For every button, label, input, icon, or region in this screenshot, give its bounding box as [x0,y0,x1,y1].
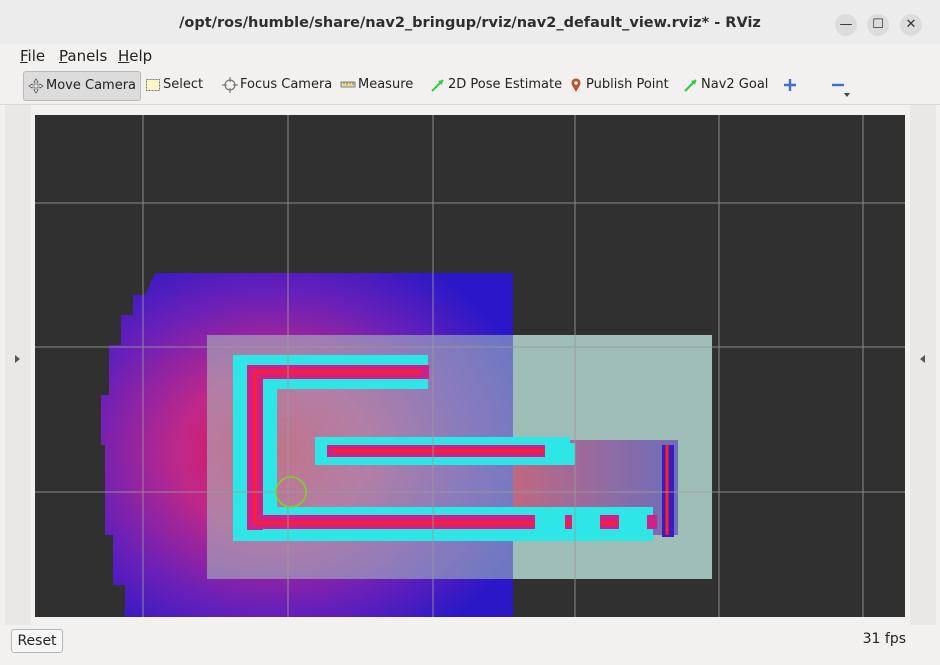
toolbar: Move Camera Select Focus Camera Measure … [0,68,940,105]
chevron-left-icon [920,355,925,363]
grid [35,115,905,617]
status-bar: Reset 31 fps [0,626,940,665]
select-icon [146,79,160,91]
fps-counter: 31 fps [862,631,906,647]
menu-file[interactable]: File [20,47,46,65]
window-title: /opt/ros/humble/share/nav2_bringup/rviz/… [179,15,761,31]
chevron-right-icon [15,355,20,363]
render-viewport[interactable] [35,115,905,617]
title-bar: /opt/ros/humble/share/nav2_bringup/rviz/… [0,0,940,45]
tool-2d-pose-estimate[interactable]: 2D Pose Estimate [426,71,562,99]
costmap-visualization [35,115,905,617]
minimize-button[interactable]: — [835,14,857,36]
ruler-icon [340,81,356,88]
tool-nav2-goal[interactable]: Nav2 Goal [679,71,768,99]
plus-icon [784,79,796,91]
add-tool-button[interactable] [778,71,802,99]
remove-tool-button[interactable] [826,71,854,99]
minus-icon [832,83,844,87]
tool-measure[interactable]: Measure [336,71,413,99]
focus-camera-icon [222,77,238,93]
move-camera-icon [28,78,44,94]
reset-button[interactable]: Reset [11,629,63,653]
green-arrow-icon [431,79,444,92]
robot-footprint [275,476,307,508]
maximize-button[interactable]: ☐ [867,14,889,36]
tool-publish-point[interactable]: Publish Point [564,71,669,99]
close-icon: ✕ [905,17,917,32]
map-pin-icon [571,78,581,92]
close-button[interactable]: ✕ [900,14,922,36]
green-arrow-icon [684,79,697,92]
menu-panels[interactable]: Panels [59,47,108,65]
tool-move-camera[interactable]: Move Camera [23,71,141,101]
maximize-icon: ☐ [872,17,884,32]
tool-select[interactable]: Select [141,71,203,99]
tool-focus-camera[interactable]: Focus Camera [218,71,332,99]
menu-bar: File Panels Help [0,44,940,68]
menu-help[interactable]: Help [118,47,153,65]
minimize-icon: — [839,17,853,32]
chevron-down-icon [844,93,850,97]
left-dock-collapse[interactable] [5,105,31,625]
right-dock-collapse[interactable] [910,105,936,625]
